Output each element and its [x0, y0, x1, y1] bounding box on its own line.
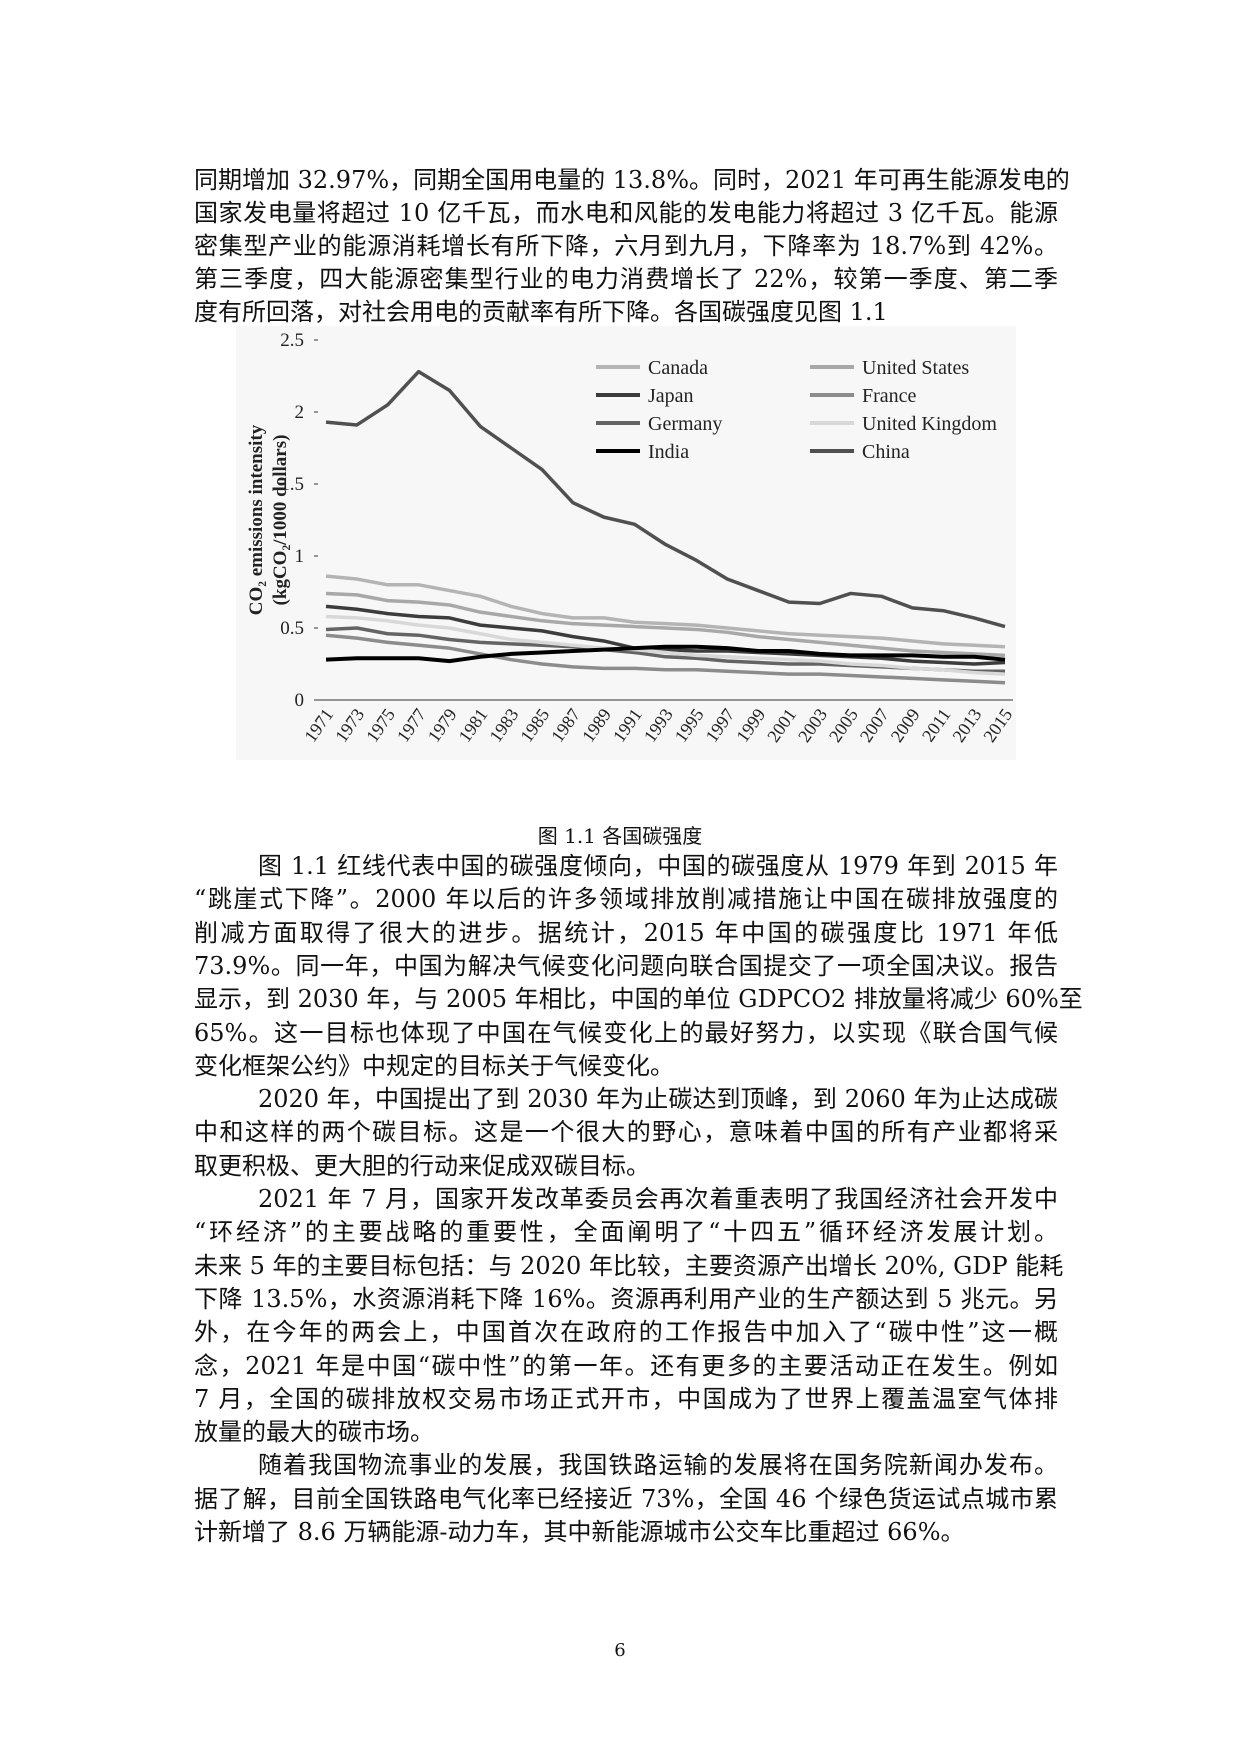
chart-background [236, 326, 1016, 760]
text-line: 2020 年，中国提出了到 2030 年为止碳达到顶峰，到 2060 年为止达成… [258, 1085, 1058, 1114]
text-line: “环经济”的主要战略的重要性，全面阐明了“十四五”循环经济发展计划。 [194, 1218, 1058, 1247]
y-tick-label: 1.5 [280, 474, 304, 495]
legend-label: Germany [648, 413, 722, 435]
text-line: 第三季度，四大能源密集型行业的电力消费增长了 22%，较第一季度、第二季 [194, 265, 1058, 293]
text-line: 65%。这一目标也体现了中国在气候变化上的最好努力，以实现《联合国气候 [194, 1018, 1058, 1047]
legend-label: United Kingdom [862, 413, 997, 435]
text-line: 变化框架公约》中规定的目标关于气候变化。 [194, 1051, 674, 1080]
legend-label: Japan [648, 385, 694, 407]
series-line [325, 574, 1006, 649]
text-line: 7 月，全国的碳排放权交易市场正式开市，中国成为了世界上覆盖温室气体排 [194, 1384, 1058, 1413]
text-line: 下降 13.5%，水资源消耗下降 16%。资源再利用产业的生产额达到 5 兆元。… [194, 1284, 1058, 1313]
text-line: 同期增加 32.97%，同期全国用电量的 13.8%。同时，2021 年可再生能… [194, 166, 1070, 194]
text-line: 未来 5 年的主要目标包括：与 2020 年比较，主要资源产出增长 20%, G… [194, 1251, 1064, 1280]
page-number: 6 [614, 1640, 626, 1661]
y-axis-label: (kgCO₂/1000 dollars) [270, 435, 291, 606]
series-line [325, 591, 1006, 658]
text-line: 放量的最大的碳市场。 [194, 1418, 434, 1447]
text-line: 73.9%。同一年，中国为解决气候变化问题向联合国提交了一项全国决议。报告 [194, 951, 1058, 980]
text-line: 取更积极、更大胆的行动来促成双碳目标。 [194, 1151, 650, 1180]
chart: 0 0.5 1 1.5 2 2.5 CO₂ emissions intensity (kgCO… [236, 326, 1016, 760]
y-tick-label: 1 [295, 546, 305, 567]
text-line: “跳崖式下降”。2000 年以后的许多领域排放削减措施让中国在碳排放强度的 [194, 885, 1058, 914]
text-line: 显示，到 2030 年，与 2005 年相比，中国的单位 GDPCO2 排放量将… [194, 985, 1083, 1014]
legend-label: India [648, 441, 689, 463]
text-line: 削减方面取得了很大的进步。据统计，2015 年中国的碳强度比 1971 年低 [194, 918, 1058, 947]
y-tick-label: 2 [295, 402, 305, 423]
series-line [325, 614, 1006, 676]
legend-label: Canada [648, 357, 708, 379]
text-line: 2021 年 7 月，国家开发改革委员会再次着重表明了我国经济社会开发中 [258, 1185, 1058, 1213]
text-line: 计新增了 8.6 万辆能源-动力车，其中新能源城市公交车比重超过 66%。 [194, 1518, 965, 1546]
text-line: 中和这样的两个碳目标。这是一个很大的野心，意味着中国的所有产业都将采 [194, 1118, 1058, 1147]
text-line: 度有所回落，对社会用电的贡献率有所下降。各国碳强度见图 1.1 [194, 298, 888, 326]
text-line: 外，在今年的两会上，中国首次在政府的工作报告中加入了“碳中性”这一概 [194, 1318, 1058, 1347]
text-line: 念，2021 年是中国“碳中性”的第一年。还有更多的主要活动正在发生。例如 [194, 1351, 1058, 1380]
series-line [325, 633, 1006, 685]
text-line: 图 1.1 红线代表中国的碳强度倾向，中国的碳强度从 1979 年到 2015 … [258, 852, 1058, 880]
text-line: 据了解，目前全国铁路电气化率已经接近 73%，全国 46 个绿色货运试点城市累 [194, 1484, 1058, 1513]
series-line [325, 644, 1006, 664]
text-line: 密集型产业的能源消耗增长有所下降，六月到九月，下降率为 18.7%到 42%。 [194, 232, 1058, 260]
text-line: 国家发电量将超过 10 亿千瓦，而水电和风能的发电能力将超过 3 亿千瓦。能源 [194, 199, 1058, 227]
y-tick-label: 0.5 [280, 618, 304, 639]
y-tick-label: 2.5 [280, 330, 304, 351]
y-tick-label: 0 [295, 690, 305, 711]
legend-label: United States [862, 357, 969, 379]
text-line: 随着我国物流事业的发展，我国铁路运输的发展将在国务院新闻办发布。 [258, 1451, 1058, 1480]
series-line [325, 604, 1006, 666]
legend-label: China [862, 441, 910, 463]
series-line [325, 369, 1006, 629]
y-axis-label: CO₂ emissions intensity [246, 424, 267, 615]
legend-label: France [862, 385, 917, 407]
figure-caption: 图 1.1 各国碳强度 [537, 824, 703, 848]
